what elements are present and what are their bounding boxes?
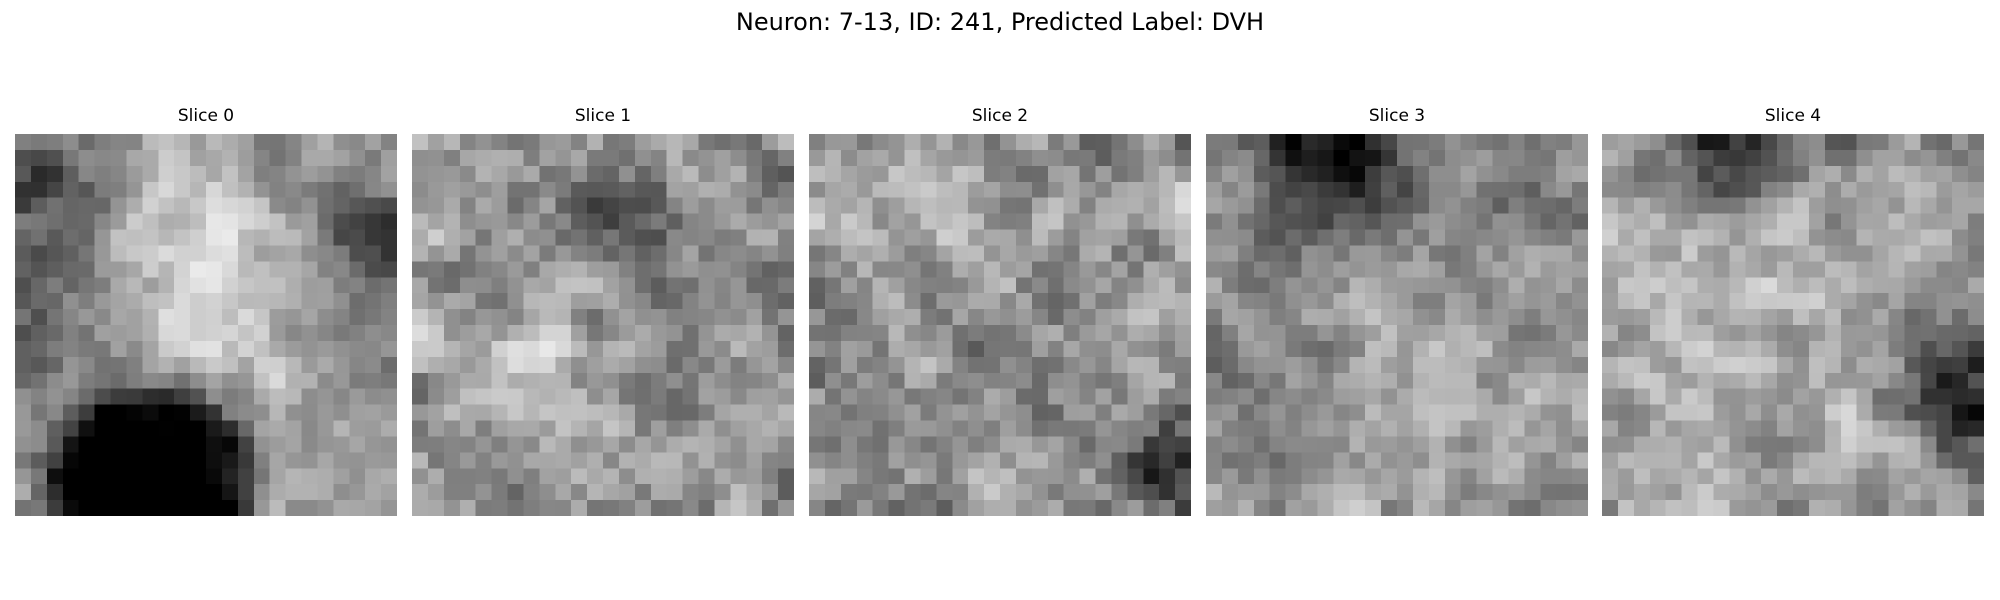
- slice-title: Slice 4: [1602, 104, 1984, 128]
- slice-image: [1206, 134, 1588, 516]
- slice-image: [15, 134, 397, 516]
- slice-title: Slice 3: [1206, 104, 1588, 128]
- slice-title: Slice 0: [15, 104, 397, 128]
- slice-title: Slice 1: [412, 104, 794, 128]
- slice-image: [809, 134, 1191, 516]
- figure-title: Neuron: 7-13, ID: 241, Predicted Label: …: [0, 6, 2000, 38]
- slice-image: [1602, 134, 1984, 516]
- slice-title: Slice 2: [809, 104, 1191, 128]
- slice-image: [412, 134, 794, 516]
